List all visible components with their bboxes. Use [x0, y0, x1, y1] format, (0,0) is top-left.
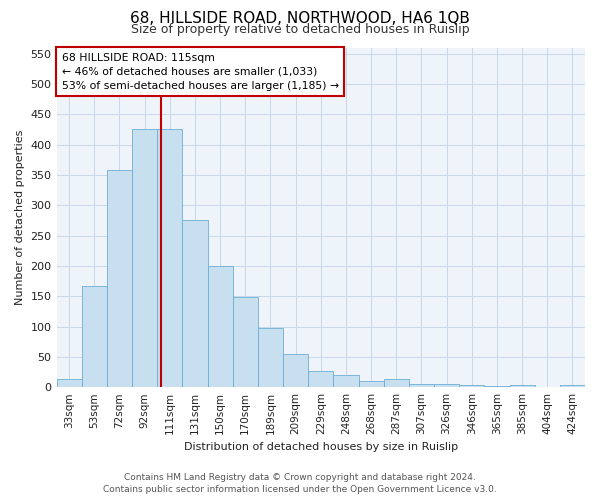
Bar [334, 375, 359, 387]
Bar [107, 170, 132, 387]
Y-axis label: Number of detached properties: Number of detached properties [15, 130, 25, 305]
Bar [359, 381, 383, 387]
Bar [132, 130, 157, 387]
Bar [509, 386, 535, 387]
Bar [308, 371, 334, 387]
Bar [283, 354, 308, 387]
Text: Contains HM Land Registry data © Crown copyright and database right 2024.
Contai: Contains HM Land Registry data © Crown c… [103, 472, 497, 494]
X-axis label: Distribution of detached houses by size in Ruislip: Distribution of detached houses by size … [184, 442, 458, 452]
Bar [535, 386, 560, 387]
Bar [56, 380, 82, 387]
Text: 68 HILLSIDE ROAD: 115sqm
← 46% of detached houses are smaller (1,033)
53% of sem: 68 HILLSIDE ROAD: 115sqm ← 46% of detach… [62, 52, 339, 90]
Bar [459, 386, 484, 387]
Bar [484, 386, 509, 387]
Bar [182, 220, 208, 387]
Bar [258, 328, 283, 387]
Text: 68, HILLSIDE ROAD, NORTHWOOD, HA6 1QB: 68, HILLSIDE ROAD, NORTHWOOD, HA6 1QB [130, 11, 470, 26]
Bar [560, 386, 585, 387]
Text: Size of property relative to detached houses in Ruislip: Size of property relative to detached ho… [131, 22, 469, 36]
Bar [82, 286, 107, 387]
Bar [383, 380, 409, 387]
Bar [409, 384, 434, 387]
Bar [233, 298, 258, 387]
Bar [208, 266, 233, 387]
Bar [157, 130, 182, 387]
Bar [434, 384, 459, 387]
